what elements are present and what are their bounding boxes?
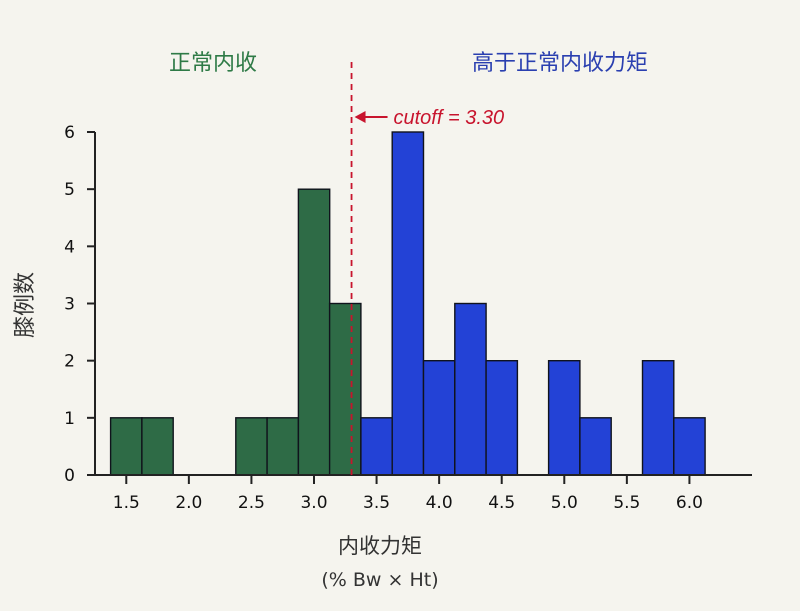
- y-tick-label-6: 6: [64, 123, 75, 143]
- region-label-normal: 正常内收: [169, 51, 257, 76]
- x-tick-label-3.5: 3.5: [363, 493, 390, 513]
- y-tick-label-3: 3: [64, 295, 75, 315]
- bar-normal-1.5: [109, 417, 143, 476]
- bars-layer: [109, 131, 706, 476]
- bar-normal-2.5: [235, 417, 268, 476]
- bar-high-5.25: [579, 417, 612, 476]
- x-axis-label: 内收力矩: [338, 534, 422, 558]
- x-tick-label-6.0: 6.0: [676, 493, 703, 513]
- x-tick-label-2.5: 2.5: [238, 493, 265, 513]
- region-label-high: 高于正常内收力矩: [472, 51, 648, 76]
- bar-high-5.75: [641, 360, 675, 476]
- x-tick-label-5.0: 5.0: [551, 493, 578, 513]
- y-tick-label-0: 0: [64, 466, 75, 486]
- y-axis-label: 膝例数: [13, 272, 38, 338]
- x-tick-label-3.0: 3.0: [300, 493, 327, 513]
- x-tick-label-2.0: 2.0: [175, 493, 202, 513]
- x-tick-label-5.5: 5.5: [613, 493, 640, 513]
- bar-high-5: [547, 360, 581, 476]
- bar-normal-1.75: [141, 417, 174, 476]
- ticks-layer: 0 1 2 3 4 5 6 1.5 2.0 2.5 3.0 3.5 4.0 4.5 5.0 5.5 6.0: [64, 123, 703, 513]
- bar-normal-3.25: [328, 302, 362, 476]
- x-tick-label-1.5: 1.5: [113, 493, 140, 513]
- cutoff-label: cutoff = 3.30: [394, 107, 505, 129]
- x-tick-label-4.0: 4.0: [426, 493, 453, 513]
- y-tick-label-2: 2: [64, 352, 75, 372]
- x-axis-unit: (% Bw × Ht): [321, 569, 438, 591]
- bar-high-6: [673, 417, 706, 476]
- y-tick-label-1: 1: [64, 409, 75, 429]
- y-tick-label-4: 4: [64, 237, 75, 257]
- cutoff-layer: [350, 62, 388, 475]
- x-tick-label-4.5: 4.5: [488, 493, 515, 513]
- y-tick-label-5: 5: [64, 180, 75, 200]
- bar-high-4: [422, 360, 456, 476]
- bar-high-4.25: [454, 302, 487, 476]
- bar-high-4.5: [485, 360, 519, 476]
- bar-normal-2.75: [266, 417, 300, 476]
- bar-high-3.5: [360, 417, 393, 476]
- bar-normal-3: [297, 188, 331, 476]
- cutoff-arrow-head: [354, 111, 366, 123]
- bar-high-3.75: [391, 131, 425, 476]
